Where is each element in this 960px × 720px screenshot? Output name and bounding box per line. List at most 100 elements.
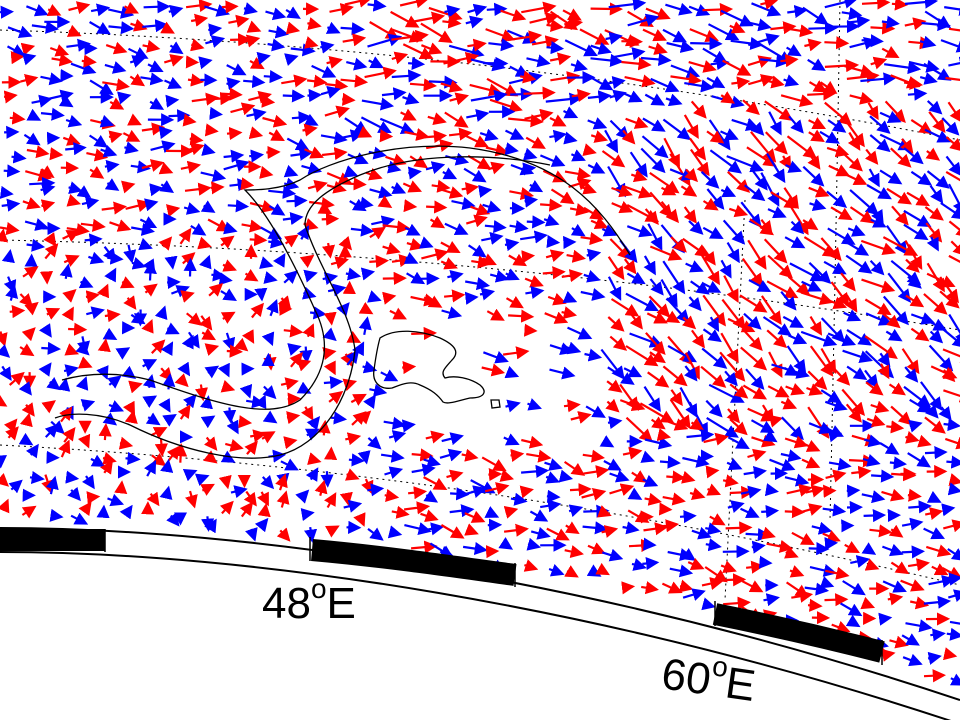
vector-blue <box>451 197 476 210</box>
vector-red <box>569 483 592 497</box>
vector-red <box>410 540 438 554</box>
vector-blue <box>903 209 932 228</box>
vector-blue <box>724 370 738 387</box>
vector-red <box>184 182 212 196</box>
vector-red <box>822 530 841 543</box>
vector-blue <box>367 527 384 541</box>
vector-blue <box>479 128 499 142</box>
vector-red <box>276 527 291 542</box>
vector-blue <box>117 91 132 105</box>
vector-blue <box>280 458 299 471</box>
vector-red <box>948 27 960 32</box>
vector-red <box>668 418 689 431</box>
vector-blue <box>447 269 464 283</box>
islet-outline <box>490 399 501 409</box>
frame-segment-black-3 <box>712 603 885 663</box>
vector-red <box>41 474 54 494</box>
vector-blue <box>701 347 728 369</box>
vector-red <box>263 354 277 371</box>
vector-red <box>220 311 236 324</box>
vector-blue <box>158 126 173 140</box>
vector-red <box>789 565 805 578</box>
vector-red <box>463 133 489 148</box>
vector-red <box>768 351 783 379</box>
vector-red <box>467 38 487 52</box>
vector-red <box>283 436 298 450</box>
vector-red <box>402 360 417 375</box>
vector-blue <box>218 272 233 286</box>
vector-red <box>890 405 913 426</box>
vector-blue <box>504 238 520 252</box>
vector-blue <box>463 485 487 499</box>
vector-blue <box>268 203 286 216</box>
vector-red <box>605 398 620 413</box>
vector-blue <box>1 249 15 264</box>
vector-red <box>391 51 409 65</box>
vector-red <box>369 254 389 269</box>
vector-blue <box>643 255 656 276</box>
vector-red <box>764 100 794 121</box>
vector-red <box>324 492 337 509</box>
vector-blue <box>904 0 939 9</box>
vector-red <box>62 289 77 303</box>
contour-lines <box>54 145 631 459</box>
vector-red <box>219 500 234 515</box>
vector-blue <box>745 368 765 390</box>
vector-blue <box>804 582 830 596</box>
vector-blue <box>824 399 848 412</box>
vector-blue <box>403 251 419 264</box>
vector-blue <box>846 14 871 28</box>
vector-blue <box>691 526 712 540</box>
vector-red <box>109 219 132 232</box>
vector-red <box>19 343 35 357</box>
vector-blue <box>479 287 496 301</box>
vector-red <box>562 8 582 21</box>
vector-red <box>803 439 821 452</box>
vector-red <box>399 0 430 9</box>
vector-blue <box>201 516 215 532</box>
vector-blue <box>504 142 519 156</box>
vector-blue <box>669 564 694 578</box>
vector-red <box>587 542 606 555</box>
vector-blue <box>861 542 877 555</box>
vector-red <box>98 423 112 441</box>
vector-blue <box>4 125 20 139</box>
vector-blue <box>230 485 248 499</box>
vector-blue <box>306 415 321 431</box>
vector-blue <box>160 341 174 357</box>
vector-blue <box>320 471 334 488</box>
vector-red <box>344 0 373 8</box>
vector-blue <box>144 198 159 212</box>
vector-red <box>910 327 930 342</box>
vector-blue <box>740 506 760 519</box>
vector-red <box>865 381 884 396</box>
vector-red <box>569 203 590 217</box>
vector-red <box>864 558 880 571</box>
vector-red <box>239 501 254 518</box>
vector-blue <box>761 504 780 519</box>
vector-blue <box>23 132 41 146</box>
vector-red <box>748 74 775 87</box>
vector-red <box>563 399 581 413</box>
vector-blue <box>642 556 660 571</box>
vector-blue <box>706 416 739 438</box>
vector-red <box>377 195 393 208</box>
vector-red <box>141 122 166 136</box>
vector-blue <box>150 140 176 154</box>
vector-red <box>240 177 255 191</box>
vector-blue <box>104 267 117 283</box>
vector-blue <box>548 563 565 577</box>
vector-red <box>925 222 943 243</box>
vector-red <box>601 150 626 168</box>
vector-blue <box>282 89 306 103</box>
vector-blue <box>743 312 762 330</box>
vector-blue <box>6 44 26 57</box>
vector-red <box>329 3 354 16</box>
vector-blue <box>320 131 348 145</box>
vector-red <box>158 162 174 175</box>
vector-red <box>870 21 896 35</box>
vector-blue <box>586 564 602 577</box>
vector-red <box>688 60 717 73</box>
vector-red <box>723 275 739 303</box>
vector-red <box>382 242 401 255</box>
